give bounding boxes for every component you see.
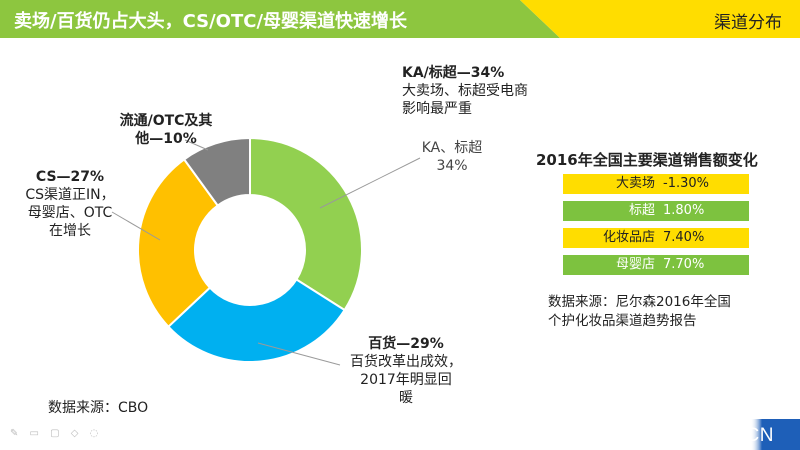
- callout-cs-line: CS渠道正IN，: [25, 187, 115, 203]
- table-row-name: 化妆品店: [602, 230, 655, 245]
- callout-bh: 百货—29% 百货改革出成效， 2017年明显回 暖: [330, 335, 482, 407]
- footer-bar: [610, 419, 800, 450]
- leader-lines: [111, 139, 421, 366]
- callout-bh-line: 2017年明显回: [360, 372, 452, 388]
- donut-slices: [137, 136, 363, 363]
- callout-cs-line: 母婴店、OTC: [27, 205, 113, 221]
- callout-lt: 流通/OTC及其 他—10%: [106, 112, 226, 148]
- callout-bh-head: 百货—29%: [368, 336, 444, 352]
- callout-ka-line: 大卖场、标超受电商: [402, 83, 528, 99]
- source-note-right: 数据来源：尼尔森2016年全国 个护化妆品渠道趋势报告: [548, 293, 731, 331]
- table-row-name: 大卖场: [615, 176, 655, 191]
- table-row-name: 母婴店: [615, 257, 655, 272]
- footer-url[interactable]: WWW.CBO.CN: [637, 425, 774, 446]
- footer-blue-band: [610, 419, 800, 450]
- table-row: 化妆品店 7.40%: [563, 228, 749, 248]
- callout-cs-head: CS—27%: [35, 169, 105, 185]
- table-row: 大卖场 -1.30%: [563, 174, 749, 194]
- header-background: [0, 0, 800, 38]
- table-row-value: -1.30%: [663, 176, 709, 191]
- table-title: 2016年全国主要渠道销售额变化: [536, 151, 758, 169]
- table-row: 标超 1.80%: [563, 201, 749, 221]
- data-label-ka-name: KA、标超: [421, 140, 483, 156]
- callout-bh-line: 百货改革出成效，: [350, 354, 462, 370]
- leader-line-bh: [257, 342, 341, 366]
- callout-ka-line: 影响最严重: [402, 101, 472, 117]
- data-label-ka-value: 34%: [436, 158, 468, 174]
- callout-ka-head: KA/标超—34%: [402, 65, 505, 81]
- page-title: 卖场/百货仍占大头，CS/OTC/母婴渠道快速增长: [14, 11, 408, 32]
- source-note-line: 数据来源：尼尔森2016年全国: [548, 294, 731, 310]
- table-row-value: 1.80%: [663, 203, 705, 218]
- table-row-value: 7.40%: [663, 230, 705, 245]
- leader-line-ka: [319, 157, 421, 209]
- data-label-ka: KA、标超 34%: [408, 139, 496, 175]
- slide-tool-icons[interactable]: ✎ ▭ ▢ ◇ ◌: [10, 428, 103, 439]
- donut-slice-lt: [182, 136, 251, 207]
- callout-bh-line: 暖: [399, 390, 413, 406]
- table-row: 母婴店 7.70%: [563, 255, 749, 275]
- donut-slice-ka: [249, 136, 363, 312]
- leader-line-cs: [111, 211, 161, 241]
- callout-lt-line: 他—10%: [135, 131, 197, 147]
- callout-ka: KA/标超—34% 大卖场、标超受电商 影响最严重: [402, 64, 528, 118]
- table-row-name: 标超: [628, 203, 655, 218]
- callout-cs-line: 在增长: [49, 223, 91, 239]
- header-yellow-band: [520, 0, 800, 38]
- callout-cs: CS—27% CS渠道正IN， 母婴店、OTC 在增长: [20, 168, 120, 240]
- callout-lt-line: 流通/OTC及其: [119, 113, 213, 129]
- header-green-band: [0, 0, 560, 38]
- header-bar: 卖场/百货仍占大头，CS/OTC/母婴渠道快速增长 渠道分布: [0, 0, 800, 38]
- source-note-line: 个护化妆品渠道趋势报告: [548, 313, 697, 329]
- section-label: 渠道分布: [714, 13, 782, 33]
- donut-slice-bh: [166, 278, 346, 363]
- donut-slice-cs: [137, 157, 220, 329]
- table-row-value: 7.70%: [663, 257, 705, 272]
- leader-line-lt: [184, 139, 209, 151]
- source-note-left: 数据来源：CBO: [48, 400, 149, 416]
